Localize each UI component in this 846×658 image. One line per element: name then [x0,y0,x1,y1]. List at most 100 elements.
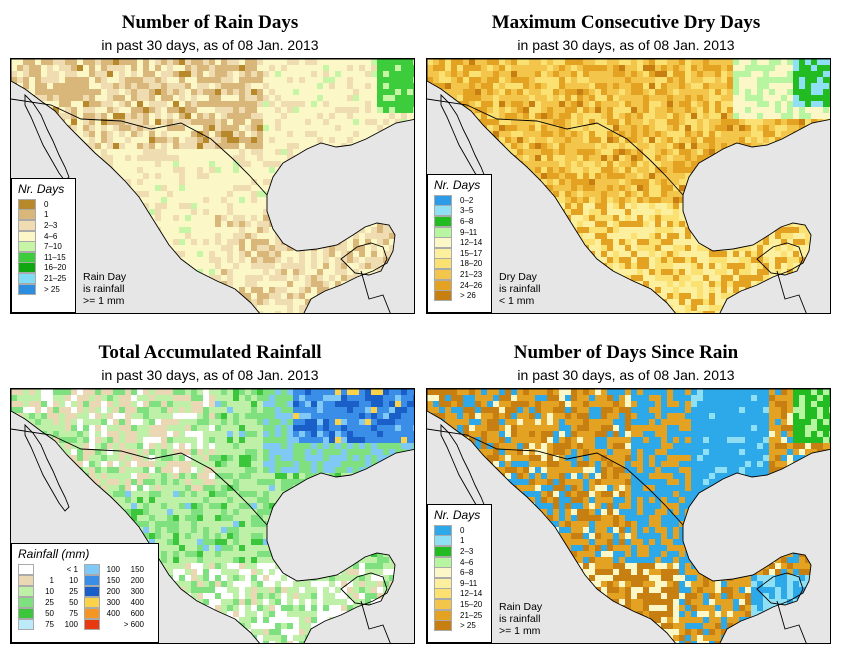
raster-cell [143,509,149,515]
raster-cell [143,503,149,509]
raster-cell [203,467,209,473]
raster-cell [167,299,173,305]
raster-cell [757,209,763,215]
raster-cell [805,95,811,101]
raster-cell [697,209,703,215]
raster-cell [119,83,125,89]
raster-cell [643,71,649,77]
rain-day-note: Rain Day is rainfall >= 1 mm [83,271,126,307]
raster-cell [341,461,347,467]
legend-swatch [434,290,452,302]
raster-cell [59,83,65,89]
raster-cell [739,239,745,245]
raster-cell [565,251,571,257]
raster-cell [287,461,293,467]
raster-cell [53,59,59,65]
raster-cell [59,461,65,467]
raster-cell [673,221,679,227]
raster-cell [709,215,715,221]
raster-cell [317,407,323,413]
raster-cell [733,149,739,155]
raster-cell [649,269,655,275]
raster-cell [233,161,239,167]
raster-cell [799,107,805,113]
raster-cell [721,101,727,107]
raster-cell [257,299,263,305]
raster-cell [41,521,47,527]
raster-cell [565,203,571,209]
raster-cell [311,59,317,65]
raster-cell [101,59,107,65]
raster-cell [107,119,113,125]
raster-cell [233,167,239,173]
raster-cell [709,227,715,233]
raster-cell [293,269,299,275]
raster-cell [119,425,125,431]
raster-cell [221,413,227,419]
raster-cell [721,203,727,209]
raster-cell [529,311,535,313]
raster-cell [275,239,281,245]
raster-cell [293,473,299,479]
raster-cell [203,407,209,413]
raster-cell [77,395,83,401]
raster-cell [275,461,281,467]
raster-cell [811,65,817,71]
raster-cell [643,275,649,281]
raster-cell [131,479,137,485]
raster-cell [293,101,299,107]
raster-cell [359,191,365,197]
raster-cell [323,281,329,287]
raster-cell [679,77,685,83]
raster-cell [191,521,197,527]
raster-cell [413,191,414,197]
raster-cell [359,407,365,413]
raster-cell [451,149,457,155]
raster-cell [523,113,529,119]
raster-cell [751,215,757,221]
raster-cell [119,233,125,239]
raster-cell [757,59,763,65]
raster-cell [775,293,781,299]
raster-cell [469,77,475,83]
raster-cell [125,179,131,185]
raster-cell [787,239,793,245]
raster-cell [335,413,341,419]
raster-cell [673,233,679,239]
raster-cell [395,437,401,443]
raster-cell [323,215,329,221]
raster-cell [457,95,463,101]
raster-cell [47,509,53,515]
raster-cell [389,497,395,503]
raster-cell [209,143,215,149]
raster-cell [233,263,239,269]
raster-cell [805,293,811,299]
raster-cell [727,107,733,113]
raster-cell [341,251,347,257]
raster-cell [173,491,179,497]
raster-cell [601,287,607,293]
raster-cell [107,395,113,401]
raster-cell [41,515,47,521]
raster-cell [565,227,571,233]
raster-cell [107,389,113,395]
raster-cell [137,101,143,107]
raster-cell [541,245,547,251]
raster-cell [149,95,155,101]
raster-cell [203,419,209,425]
raster-cell [365,173,371,179]
raster-cell [83,59,89,65]
raster-cell [143,191,149,197]
raster-cell [371,419,377,425]
raster-cell [347,77,353,83]
raster-cell [583,275,589,281]
raster-cell [721,239,727,245]
raster-cell [365,107,371,113]
raster-cell [323,287,329,293]
raster-cell [263,251,269,257]
raster-cell [131,245,137,251]
raster-cell [257,71,263,77]
raster-cell [667,113,673,119]
raster-cell [757,251,763,257]
raster-cell [511,113,517,119]
